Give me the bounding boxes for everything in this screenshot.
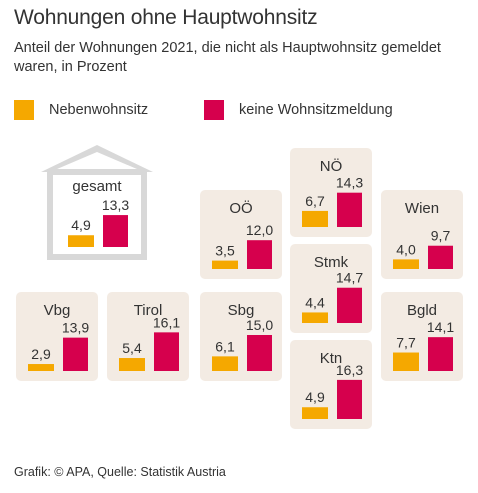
label-nebenwohnsitz-bgld: 7,7 — [396, 335, 416, 351]
bar-nebenwohnsitz-bgld — [393, 352, 419, 371]
label-keine-ktn: 16,3 — [336, 362, 363, 378]
label-keine-bgld: 14,1 — [427, 319, 454, 335]
bar-keine-sbg — [247, 335, 272, 371]
label-keine-stmk: 14,7 — [336, 270, 363, 286]
label-nebenwohnsitz-ooe: 3,5 — [215, 243, 235, 259]
label-keine-tirol: 16,1 — [153, 314, 180, 330]
label-nebenwohnsitz-gesamt: 4,9 — [71, 217, 91, 233]
label-nebenwohnsitz-wien: 4,0 — [396, 241, 416, 257]
region-name-ktn: Ktn — [320, 350, 343, 367]
bar-keine-vbg — [63, 337, 88, 371]
region-name-ooe: OÖ — [229, 199, 252, 217]
house-body — [47, 169, 147, 260]
legend-swatch-keine — [204, 100, 224, 120]
bar-keine-gesamt — [103, 215, 128, 247]
bar-nebenwohnsitz-stmk — [302, 312, 328, 323]
label-keine-sbg: 15,0 — [246, 317, 273, 333]
house-roof — [41, 145, 153, 172]
label-nebenwohnsitz-vbg: 2,9 — [31, 346, 51, 362]
legend-item-keine: keine Wohnsitzmeldung — [204, 100, 393, 120]
region-name-bgld: Bgld — [407, 302, 437, 319]
label-nebenwohnsitz-tirol: 5,4 — [122, 340, 142, 356]
bar-keine-tirol — [154, 332, 179, 371]
bar-nebenwohnsitz-noe — [302, 210, 328, 227]
region-name-stmk: Stmk — [314, 254, 349, 271]
chart-subtitle: Anteil der Wohnungen 2021, die nicht als… — [14, 40, 441, 75]
legend-swatch-nebenwohnsitz — [14, 100, 34, 120]
legend-label-keine: keine Wohnsitzmeldung — [239, 102, 393, 118]
region-name-gesamt: gesamt — [72, 178, 122, 195]
label-nebenwohnsitz-noe: 6,7 — [305, 193, 325, 209]
bar-keine-ktn — [337, 379, 362, 419]
region-name-sbg: Sbg — [228, 302, 255, 319]
bar-nebenwohnsitz-wien — [393, 259, 419, 269]
label-keine-vbg: 13,9 — [62, 320, 89, 336]
label-nebenwohnsitz-ktn: 4,9 — [305, 389, 325, 405]
label-keine-wien: 9,7 — [431, 228, 451, 244]
bar-nebenwohnsitz-ktn — [302, 407, 328, 419]
label-keine-gesamt: 13,3 — [102, 197, 129, 213]
bar-keine-stmk — [337, 287, 362, 323]
bar-keine-wien — [428, 245, 453, 269]
bar-keine-bgld — [428, 337, 453, 371]
bar-nebenwohnsitz-gesamt — [68, 235, 94, 247]
bar-nebenwohnsitz-ooe — [212, 260, 238, 269]
bar-keine-noe — [337, 192, 362, 227]
legend-label-nebenwohnsitz: Nebenwohnsitz — [49, 102, 149, 118]
label-nebenwohnsitz-sbg: 6,1 — [215, 338, 235, 354]
region-name-tirol: Tirol — [134, 302, 163, 319]
bar-nebenwohnsitz-tirol — [119, 358, 145, 371]
bar-nebenwohnsitz-sbg — [212, 356, 238, 371]
region-name-noe: NÖ — [320, 157, 343, 175]
bar-keine-ooe — [247, 240, 272, 269]
label-keine-noe: 14,3 — [336, 175, 363, 191]
label-nebenwohnsitz-stmk: 4,4 — [305, 294, 325, 310]
chart-title: Wohnungen ohne Hauptwohnsitz — [14, 6, 318, 29]
source-note: Grafik: © APA, Quelle: Statistik Austria — [14, 465, 226, 479]
label-keine-ooe: 12,0 — [246, 222, 273, 238]
region-name-wien: Wien — [405, 200, 439, 217]
bar-nebenwohnsitz-vbg — [28, 364, 54, 371]
region-name-vbg: Vbg — [44, 302, 71, 319]
legend-item-nebenwohnsitz: Nebenwohnsitz — [14, 100, 148, 120]
